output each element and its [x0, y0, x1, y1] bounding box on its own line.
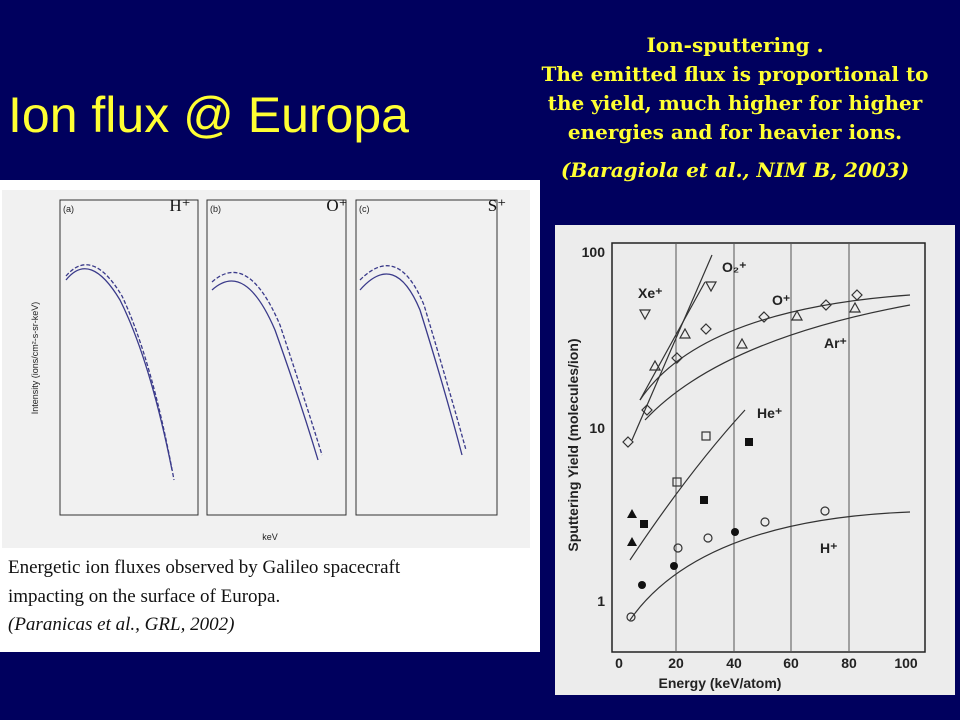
panel-label: H⁺	[169, 196, 190, 215]
y-axis-label: Intensity (ions/cm²-s-sr-keV)	[30, 302, 40, 415]
yield-curves	[629, 254, 911, 621]
subplot-label: (a)	[63, 204, 74, 214]
x-axis-label: keV	[262, 532, 278, 542]
caption-citation: (Paranicas et al., GRL, 2002)	[8, 614, 234, 635]
subplots	[59, 199, 498, 516]
series-label: H⁺	[820, 540, 838, 556]
subplot-label: (b)	[210, 204, 221, 214]
y-tick-label: 1	[597, 593, 605, 609]
annotation-line: Ion-sputtering .	[646, 33, 823, 57]
series-label: O⁺	[772, 292, 790, 308]
annotation-citation: (Baragiola et al., NIM B, 2003)	[561, 158, 909, 182]
x-tick-label: 20	[668, 655, 684, 671]
flux-curves	[65, 264, 467, 481]
caption-line: impacting on the surface of Europa.	[8, 586, 280, 607]
slide-title: Ion flux @ Europa	[8, 87, 409, 143]
x-tick-label: 80	[841, 655, 857, 671]
grid	[675, 243, 850, 652]
filled-markers	[627, 438, 753, 589]
x-axis-label: Energy (keV/atom)	[659, 675, 782, 691]
series-label: He⁺	[757, 405, 782, 421]
series-label: Ar⁺	[824, 335, 847, 351]
panel-label: O⁺	[326, 196, 347, 215]
series-label: Xe⁺	[638, 285, 663, 301]
series-label: O₂⁺	[722, 259, 747, 275]
subplot-label: (c)	[359, 204, 370, 214]
annotation-line: the yield, much higher for higher	[548, 91, 923, 115]
annotation-line: energies and for heavier ions.	[568, 120, 902, 144]
x-tick-label: 40	[726, 655, 742, 671]
y-axis-label: Sputtering Yield (molecules/ion)	[565, 338, 581, 551]
caption-line: Energetic ion fluxes observed by Galileo…	[8, 557, 401, 578]
y-tick-label: 100	[582, 244, 606, 260]
scan	[2, 190, 530, 548]
panel-label: S⁺	[488, 196, 506, 215]
x-tick-label: 100	[894, 655, 918, 671]
annotation-line: The emitted flux is proportional to	[541, 62, 928, 86]
markers	[622, 281, 863, 622]
plot-frame	[611, 242, 926, 653]
x-tick-label: 60	[783, 655, 799, 671]
x-tick-label: 0	[615, 655, 623, 671]
y-tick-label: 10	[589, 420, 605, 436]
right-panel	[555, 225, 955, 695]
